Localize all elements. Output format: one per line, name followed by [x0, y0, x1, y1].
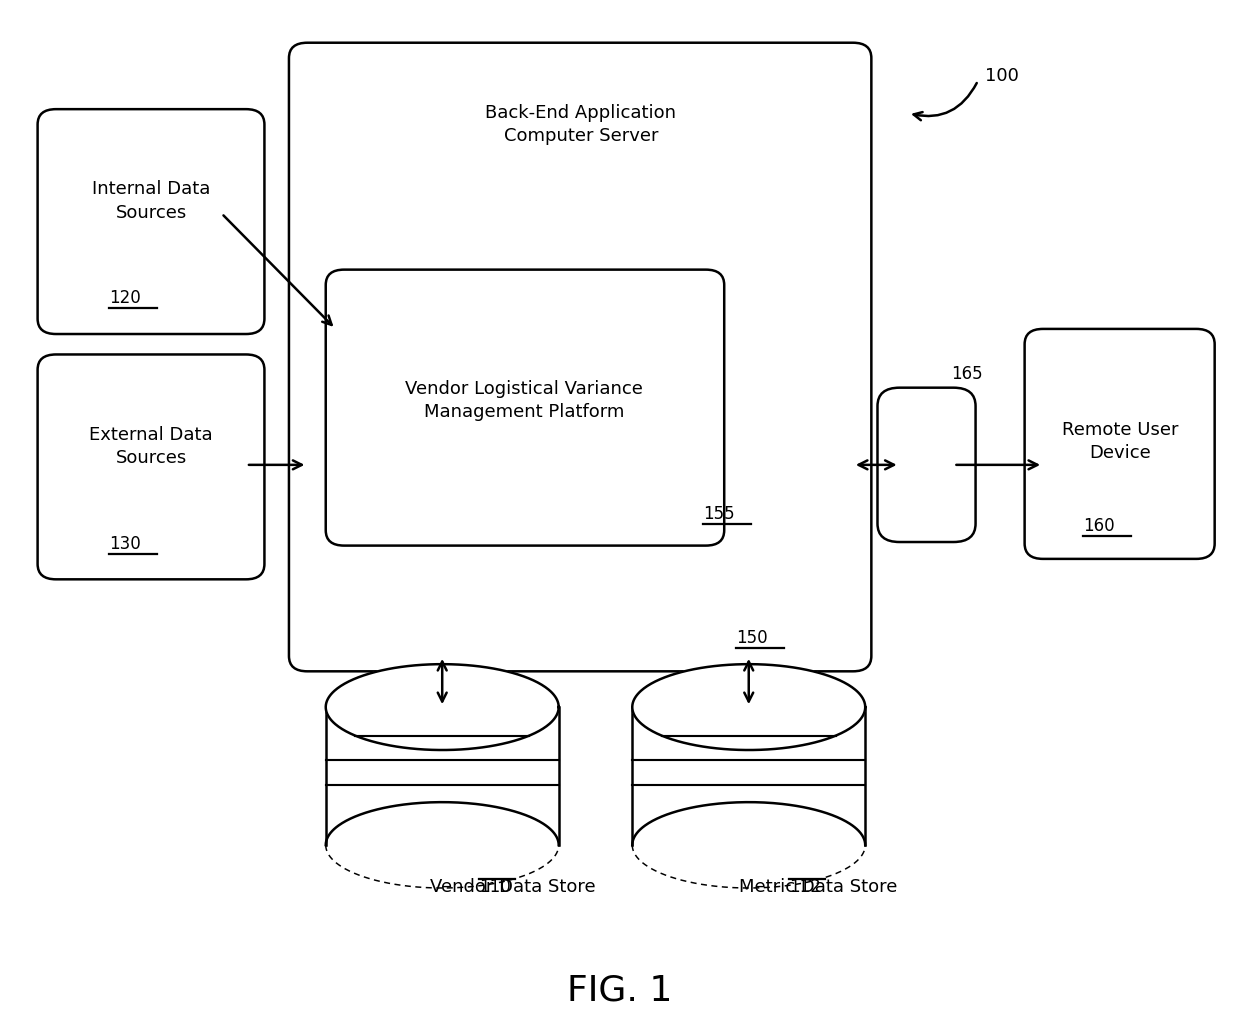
Text: 165: 165: [951, 365, 982, 383]
Text: 100: 100: [986, 67, 1019, 85]
Text: Internal Data
Sources: Internal Data Sources: [92, 180, 211, 222]
FancyBboxPatch shape: [1024, 328, 1215, 558]
Text: 130: 130: [109, 535, 140, 553]
Text: 150: 150: [737, 629, 768, 646]
Text: Vendor Data Store: Vendor Data Store: [430, 877, 595, 896]
Text: Remote User
Device: Remote User Device: [1061, 421, 1178, 462]
FancyBboxPatch shape: [878, 387, 976, 542]
Text: 120: 120: [109, 289, 140, 308]
FancyBboxPatch shape: [37, 354, 264, 579]
Polygon shape: [326, 664, 559, 750]
Text: Vendor Logistical Variance
Management Platform: Vendor Logistical Variance Management Pl…: [405, 379, 644, 422]
Text: Back-End Application
Computer Server: Back-End Application Computer Server: [485, 104, 676, 145]
Text: Metric Data Store: Metric Data Store: [739, 877, 898, 896]
Text: 155: 155: [703, 506, 735, 523]
Text: FIG. 1: FIG. 1: [568, 973, 672, 1007]
Text: 110: 110: [479, 877, 511, 896]
FancyBboxPatch shape: [37, 109, 264, 334]
Text: 112: 112: [789, 877, 821, 896]
Text: External Data
Sources: External Data Sources: [89, 426, 213, 467]
Polygon shape: [632, 664, 866, 888]
FancyBboxPatch shape: [326, 269, 724, 546]
Polygon shape: [632, 664, 866, 750]
Polygon shape: [326, 664, 559, 888]
FancyBboxPatch shape: [289, 42, 872, 671]
Text: 160: 160: [1084, 517, 1115, 536]
